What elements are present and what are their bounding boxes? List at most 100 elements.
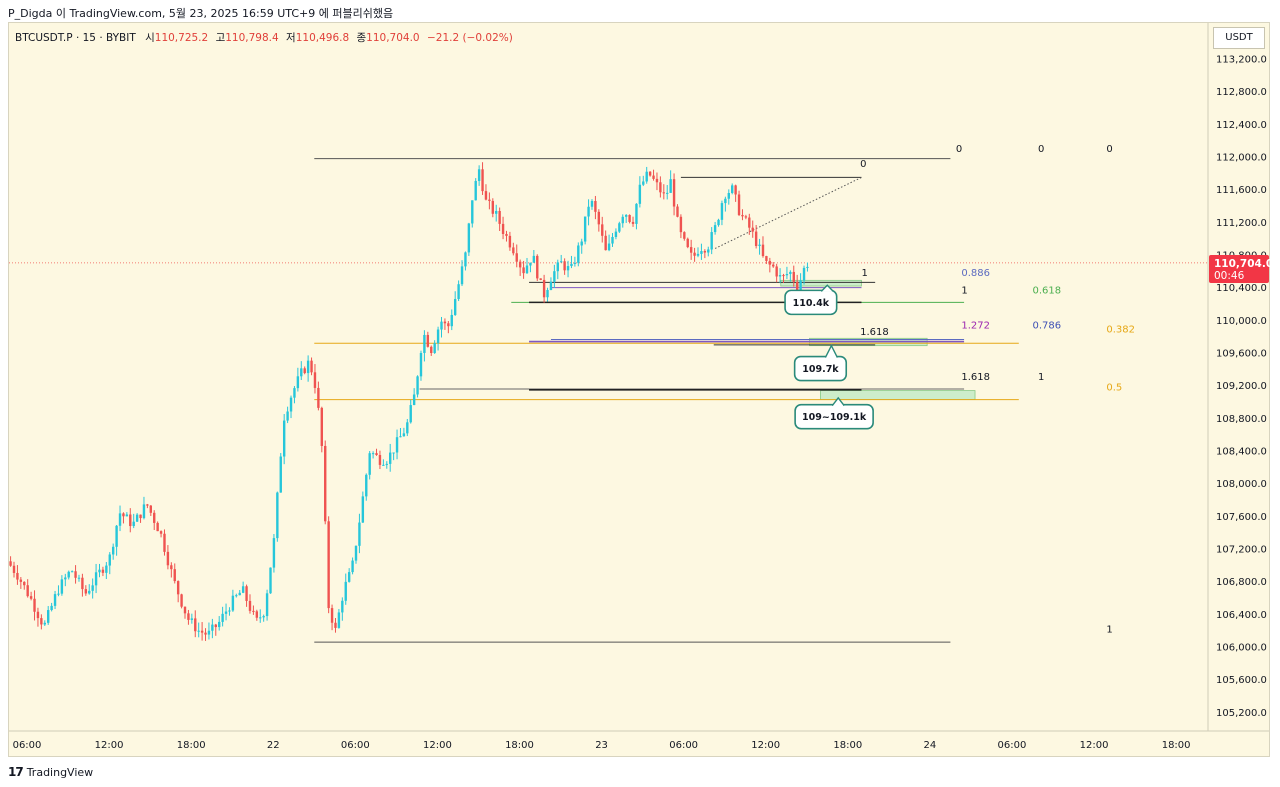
price-tick-label: 109,200.0 [1216,381,1267,392]
candle-body [583,216,587,242]
candle-body [385,463,388,465]
candle-body [802,267,806,281]
target-callout[interactable]: 109.7k [793,344,848,382]
symbol-name[interactable]: BTCUSDT.P · 15 · BYBIT [15,32,136,44]
candle-body [235,595,238,597]
candle-body [481,169,484,192]
candle-body [224,611,228,614]
candle-body [238,592,241,596]
candle-body [450,314,453,327]
candle-body [272,538,276,568]
candle-body [399,436,402,438]
candle-body [710,232,713,250]
candle-body [303,368,306,374]
candle-body [101,569,105,573]
candle-body [108,554,111,566]
time-axis[interactable]: 06:00 12:00 18:00 22 06:00 12:00 18:00 23 06:00 1… [13,740,1191,751]
fib-level-label: 1.618 [860,327,889,338]
candle-body [40,618,43,625]
candle-body [344,581,347,601]
candle-body [289,397,293,412]
callout-box [784,289,838,316]
candle-body [313,372,317,388]
candle-body [683,232,686,239]
candle-body [430,346,433,354]
price-tick-label: 112,400.0 [1216,120,1267,131]
candle-body [782,275,785,277]
currency-unit-selector[interactable]: USDT [1213,27,1265,49]
candle-body [580,241,583,246]
candle-body [416,376,419,395]
target-callouts[interactable]: 110.4k 109.7k 109~109.1k [784,284,874,430]
candle-body [659,182,662,193]
candle-body [327,521,330,609]
price-tick-label: 112,000.0 [1216,152,1267,163]
candle-body [146,504,149,506]
candle-body [799,280,802,291]
candle-body [361,496,365,523]
candle-body [406,422,409,434]
candle-body [720,203,724,220]
last-price-text: 110,704.0 [1214,258,1273,270]
candle-body [358,522,361,546]
candle-body [679,216,683,233]
candle-body [334,622,337,628]
candle-body [737,194,741,216]
tradingview-logo-icon[interactable]: 𝟭𝟳 [8,765,24,779]
open-value: 110,725.2 [154,32,209,44]
price-tick-label: 108,800.0 [1216,414,1267,425]
candle-body [505,233,508,236]
fib-level-label: 0 [860,159,866,170]
candle-body [614,231,618,237]
candle-body [662,192,666,194]
footer-brand[interactable]: TradingView [26,765,94,779]
price-axis[interactable]: 113,200.0 112,800.0 112,400.0 112,000.0 111,… [1216,54,1267,718]
close-label: 종 [356,32,367,44]
fib-levels[interactable] [314,158,1019,643]
candle-body [717,219,720,226]
candle-body [12,565,16,573]
candle-body [47,610,50,623]
candle-body [522,267,525,274]
candle-body [43,622,46,625]
fib-labels: 0 0 0 0 1 0.886 1 0.618 1.618 1.272 0.786 0.382 1.61… [860,144,1135,635]
price-tick-label: 112,800.0 [1216,87,1267,98]
candle-body [231,595,235,611]
candle-body [488,199,491,201]
price-tick-label: 106,000.0 [1216,643,1267,654]
candle-body [566,266,570,271]
high-label: 고 [215,32,226,44]
target-zone [780,279,862,287]
candle-body [105,565,108,573]
fib-level-label: 1.618 [961,372,990,383]
candle-body [433,343,436,354]
candle-body [604,235,607,251]
candle-body [778,275,782,277]
candle-body [176,581,180,595]
target-callout[interactable]: 109~109.1k [794,396,874,430]
candle-body [296,376,300,389]
trend-projection-line[interactable] [714,176,862,249]
callout-pointer [824,344,839,358]
candle-body [512,247,515,254]
candle-body [81,577,84,590]
fib-level-label: 1.272 [961,321,990,332]
candle-body [132,521,135,527]
candles [9,162,809,641]
time-tick-label: 06:00 [341,740,370,751]
candle-body [228,610,231,612]
candle-body [115,525,118,547]
candle-body [443,321,447,324]
candle-body [573,262,577,264]
candle-body [751,227,754,232]
candle-body [306,360,310,374]
candle-body [477,169,481,181]
candle-body [741,215,744,217]
candle-body [125,514,129,517]
target-callout[interactable]: 110.4k [784,284,838,316]
candle-body [628,214,631,222]
price-tick-label: 105,200.0 [1216,708,1267,719]
candle-body [775,266,778,277]
symbol-legend: BTCUSDT.P · 15 · BYBIT 시110,725.2 고110,7… [15,30,513,45]
